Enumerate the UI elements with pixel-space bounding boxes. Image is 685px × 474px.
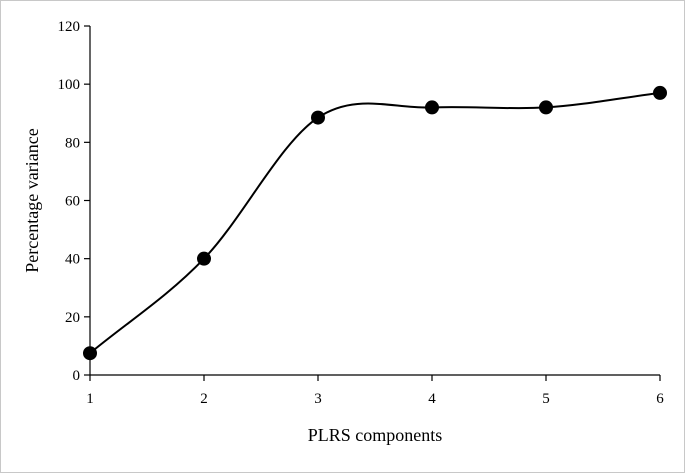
x-axis-ticks: 1 2 3 4 5 6 xyxy=(86,375,664,407)
x-tick-label: 1 xyxy=(86,391,94,407)
y-tick-label: 0 xyxy=(73,368,81,384)
data-point-2 xyxy=(197,251,211,266)
y-tick-label: 20 xyxy=(65,310,80,326)
axes xyxy=(89,26,660,376)
y-axis-title: Percentage variance xyxy=(22,128,42,272)
data-points xyxy=(83,85,667,361)
data-point-6 xyxy=(653,85,667,100)
y-tick-label: 60 xyxy=(65,194,80,210)
data-point-4 xyxy=(425,100,439,115)
y-tick-label: 80 xyxy=(65,135,80,151)
x-axis-title: PLRS components xyxy=(308,425,443,445)
y-axis-ticks: 0 20 40 60 80 100 120 xyxy=(58,19,90,384)
x-tick-label: 5 xyxy=(542,391,550,407)
data-point-5 xyxy=(539,100,553,115)
y-tick-label: 120 xyxy=(58,19,81,35)
x-tick-label: 6 xyxy=(656,391,664,407)
y-tick-label: 100 xyxy=(58,77,81,93)
x-tick-label: 4 xyxy=(428,391,436,407)
data-point-1 xyxy=(83,346,97,361)
series-line xyxy=(89,91,661,354)
data-point-3 xyxy=(311,110,325,125)
x-tick-label: 2 xyxy=(200,391,208,407)
x-tick-label: 3 xyxy=(314,391,322,407)
y-tick-label: 40 xyxy=(65,252,80,268)
